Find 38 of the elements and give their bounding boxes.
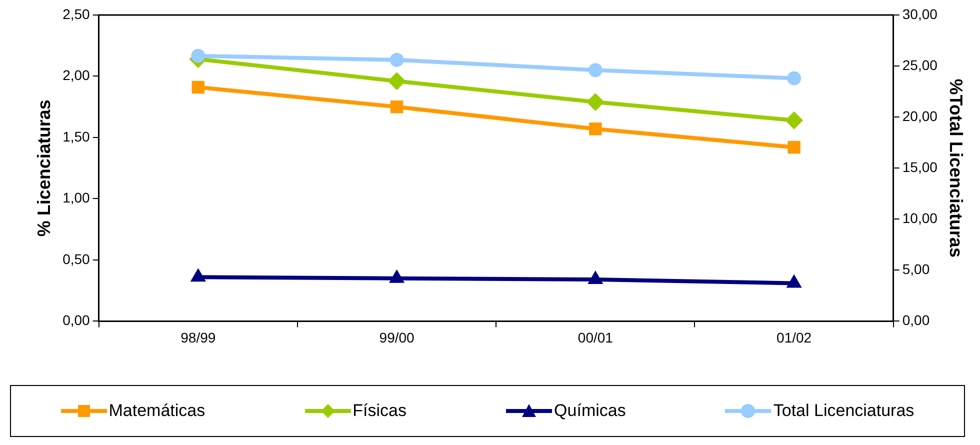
point [589,122,602,136]
x-tick-label: 99/00 [379,329,415,346]
y-tick-label: 0,50 [62,250,90,267]
point [786,274,802,288]
x-tick-label: 00/01 [578,329,614,346]
point [588,63,602,78]
point [787,71,802,86]
y-tick-label: 0,00 [62,312,90,328]
y2-tick-label: 20,00 [902,108,938,124]
point [390,52,404,67]
legend-label: Total Licenciaturas [773,401,914,421]
point [191,48,206,63]
point [390,100,404,114]
y2-tick-label: 5,00 [902,261,930,278]
point [190,268,206,282]
y2-tick-label: 10,00 [902,210,938,226]
y2-axis-title: %Total Licenciaturas [946,78,966,258]
y-tick-label: 2,00 [62,67,90,84]
point [388,72,406,90]
x-tick-label: 01/02 [776,329,812,346]
y2-tick-label: 15,00 [902,158,938,175]
point [389,269,405,283]
y-tick-label: 1,50 [62,128,90,144]
y-tick-label: 1,00 [62,190,90,206]
y2-tick-label: 0,00 [902,312,930,328]
legend-label: Químicas [554,401,626,421]
y2-tick-label: 30,00 [902,6,938,22]
point [788,140,800,154]
point [586,92,604,111]
y-tick-label: 2,50 [62,6,90,22]
point [192,80,205,94]
point [588,270,604,284]
point [785,111,804,130]
legend-label: Matemáticas [108,401,206,421]
legend-label: Físicas [352,401,407,421]
y-axis-title: % Licenciaturas [34,100,54,237]
y2-tick-label: 25,00 [902,56,938,73]
x-tick-label: 98/99 [180,329,216,346]
